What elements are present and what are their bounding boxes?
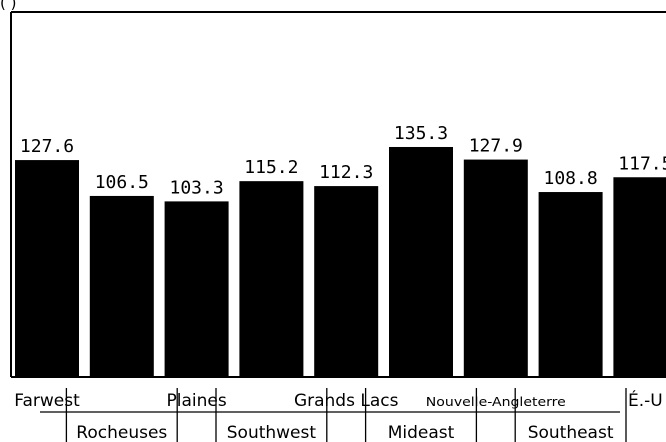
bar-2 bbox=[164, 201, 229, 377]
category-label-5: Mideast bbox=[364, 388, 478, 442]
value-label-3: 115.2 bbox=[244, 157, 298, 178]
category-label-3: Southwest bbox=[215, 388, 328, 442]
value-label-7: 108.8 bbox=[544, 168, 598, 189]
category-divider-7 bbox=[514, 388, 627, 442]
category-divider-5 bbox=[364, 388, 478, 442]
category-divider-1 bbox=[65, 388, 178, 442]
category-text-2: Plaines bbox=[166, 391, 226, 411]
value-label-4: 112.3 bbox=[319, 162, 373, 183]
value-label-1: 106.5 bbox=[95, 172, 149, 193]
category-divider-3 bbox=[215, 388, 328, 442]
bar-7 bbox=[538, 192, 603, 377]
bar-1 bbox=[89, 195, 154, 377]
category-label-6: Nouvelle-Angleterre bbox=[426, 395, 566, 409]
value-label-0: 127.6 bbox=[20, 136, 74, 157]
bar-6 bbox=[463, 159, 528, 377]
category-text-1: Rocheuses bbox=[76, 423, 167, 442]
category-label-8: É.-U bbox=[628, 389, 663, 411]
bar-8 bbox=[613, 177, 666, 377]
bars bbox=[15, 146, 666, 377]
bar-4 bbox=[314, 186, 379, 377]
category-text-5: Mideast bbox=[388, 423, 455, 442]
value-labels: 127.6 106.5 103.3 115.2 112.3 135.3 127.9 108.8… bbox=[20, 123, 666, 198]
category-text-3: Southwest bbox=[227, 423, 317, 442]
category-text-8: É.-U bbox=[628, 389, 663, 411]
value-label-5: 135.3 bbox=[394, 123, 448, 144]
bar-0 bbox=[15, 160, 79, 377]
category-label-4: Grands Lacs bbox=[294, 391, 399, 411]
category-text-6: Nouvelle-Angleterre bbox=[426, 395, 566, 409]
top-partial-label: ( ) bbox=[0, 0, 17, 12]
axis bbox=[10, 11, 666, 378]
value-label-2: 103.3 bbox=[170, 177, 224, 198]
category-label-7: Southeast bbox=[514, 388, 627, 442]
category-text-4: Grands Lacs bbox=[294, 391, 399, 411]
category-label-1: Rocheuses bbox=[65, 388, 178, 442]
category-label-0: Farwest bbox=[14, 391, 80, 411]
bar-5 bbox=[389, 146, 453, 377]
category-text-7: Southeast bbox=[528, 423, 614, 442]
value-label-6: 127.9 bbox=[469, 136, 523, 157]
category-label-2: Plaines bbox=[166, 391, 226, 411]
value-label-8: 117.5 bbox=[618, 153, 666, 174]
category-text-0: Farwest bbox=[14, 391, 80, 411]
bar-3 bbox=[239, 181, 304, 377]
